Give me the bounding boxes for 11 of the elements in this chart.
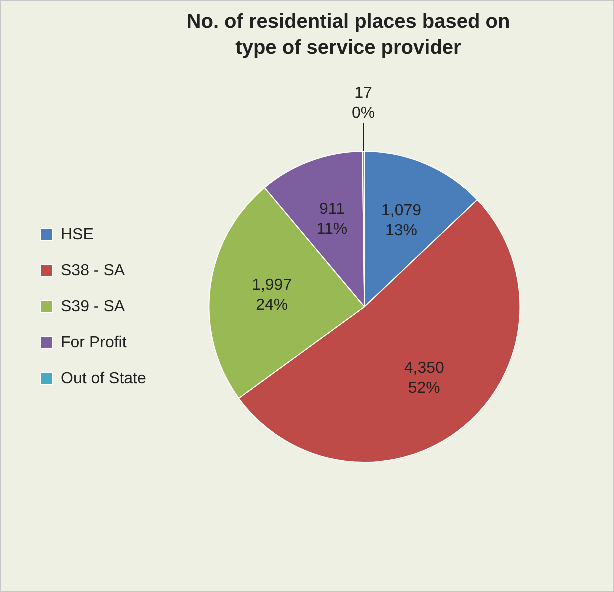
legend-label: S38 - SA: [61, 262, 126, 280]
legend-label: HSE: [61, 226, 94, 244]
chart-title: No. of residential places based on type of service provider: [186, 10, 512, 61]
data-label: 4,350 52%: [404, 360, 444, 398]
data-label: 17 0%: [352, 84, 376, 122]
data-label: 1,997 24%: [252, 277, 292, 314]
legend-label: S39 - SA: [61, 298, 126, 316]
legend-label: For Profit: [61, 334, 128, 352]
data-label: 1,079 13%: [381, 202, 422, 240]
legend-label: Out of State: [61, 370, 146, 388]
data-label: 911 11%: [316, 200, 348, 238]
